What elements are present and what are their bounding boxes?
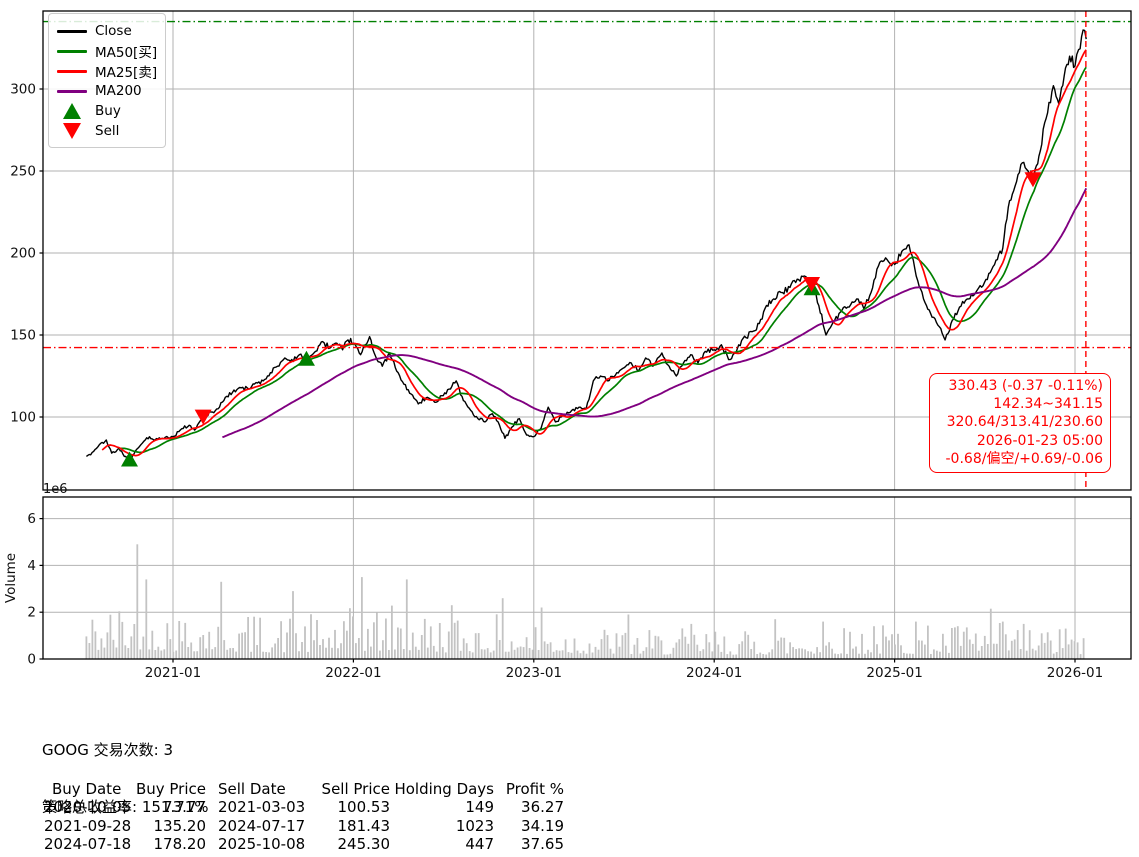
ma50-line [118,66,1087,454]
legend-label: MA200 [95,83,142,99]
trade-cell: 2024-07-17 [218,816,306,835]
legend-label: Buy [95,103,121,119]
legend-item-sell: Sell [57,121,157,141]
trade-cell: 178.20 [153,834,207,853]
axis-tick-labels: 100 150 200 250 300 0 2 4 6 2021-01 2022-01 2023-01… [10,82,1103,682]
main-plot-border [42,10,1132,491]
main-grid [43,11,1131,490]
trade-cell: 1023 [455,816,494,835]
volume-offset-label: 1e6 [43,482,68,497]
svg-text:0: 0 [27,652,36,668]
volume-grid [43,497,1131,659]
svg-text:4: 4 [27,558,36,574]
legend-item-ma200: MA200 [57,81,157,101]
trades-header-cell: Sell Price [321,780,390,798]
stat-strategy-return: 策略总收益率: 151.71% [42,798,209,817]
legend-label: Close [95,23,132,39]
annotation-line-bias: -0.68/偏空/+0.69/-0.06 [945,450,1104,467]
svg-text:200: 200 [10,246,36,262]
trade-cell: 181.43 [337,816,391,835]
svg-text:100: 100 [10,410,36,426]
chart-legend: Close MA50[买] MA25[卖] MA200 Buy Sell [48,13,166,148]
trade-row: 2020-10-05 73.77 2021-03-03 100.53 149 36.27 [42,798,564,816]
legend-item-buy: Buy [57,101,157,121]
sell-marker [1024,172,1042,188]
trade-cell: 447 [465,834,494,853]
trades-header-row: Buy Date Buy Price Sell Date Sell Price Hold… [42,780,564,798]
svg-text:150: 150 [10,328,36,344]
trades-header-cell: Buy Date [52,780,122,798]
price-annotation-box: 330.43 (-0.37 -0.11%) 142.34~341.15 320.… [929,373,1111,474]
svg-text:2024-01: 2024-01 [686,665,742,681]
svg-text:2: 2 [27,605,36,621]
trade-cell: 73.77 [163,798,206,817]
close-line-swatch [57,29,87,33]
svg-text:2025-01: 2025-01 [866,665,922,681]
legend-item-ma25: MA25[卖] [57,61,157,81]
volume-axis-label: Volume [3,553,19,603]
annotation-line-range: 142.34~341.15 [993,396,1103,413]
trades-header-cell: Profit % [505,780,564,798]
ma200-line-swatch [57,89,87,93]
volume-plot-border [42,496,1132,660]
trades-header-cell: Holding Days [394,780,494,798]
stat-trade-count: GOOG 交易次数: 3 [42,740,173,759]
price-volume-chart: 100 150 200 250 300 0 2 4 6 2021-01 2022-01 2023-01… [3,10,1132,682]
summary-stats: GOOG 交易次数: 3 策略总收益率: 151.71% 长期持有收益: 347… [42,702,209,857]
trade-cell: 2020-10-05 [44,798,132,817]
trades-table: Buy Date Buy Price Sell Date Sell Price Hold… [42,780,564,853]
trades-header-cell: Sell Date [218,780,286,798]
trade-cell: 2025-10-08 [218,834,306,853]
sell-marker [194,409,212,425]
annotation-line-price: 330.43 (-0.37 -0.11%) [948,378,1103,394]
ma200-line [222,187,1088,439]
sell-marker-icon [57,123,87,139]
svg-text:2022-01: 2022-01 [325,665,381,681]
trade-cell: 100.53 [337,798,391,817]
trade-row: 2024-07-18 178.20 2025-10-08 245.30 447 37.65 [42,835,564,853]
annotation-line-mas: 320.64/313.41/230.60 [946,414,1103,431]
trade-cell: 135.20 [153,816,207,835]
legend-label: MA50[买] [95,45,158,61]
legend-label: Sell [95,123,120,139]
trade-cell: 34.19 [521,816,564,835]
trade-cell: 245.30 [337,834,391,853]
trade-row: 2021-09-28 135.20 2024-07-17 181.43 1023 34.1… [42,817,564,835]
svg-text:300: 300 [10,82,36,98]
ma50-line-swatch [57,49,87,53]
trade-cell: 2021-09-28 [44,816,132,835]
axis-ticks [39,88,1076,663]
legend-label: MA25[卖] [95,65,158,81]
ma25-line-swatch [57,69,87,73]
trade-cell: 2024-07-18 [44,834,132,853]
legend-item-ma50: MA50[买] [57,41,157,61]
trade-cell: 149 [465,798,494,817]
buy-marker [297,350,315,366]
sell-marker [803,276,821,292]
svg-text:2023-01: 2023-01 [506,665,562,681]
buy-marker [121,451,139,467]
trade-cell: 2021-03-03 [218,798,306,817]
svg-text:2021-01: 2021-01 [145,665,201,681]
buy-marker-icon [57,103,87,119]
trades-header-cell: Buy Price [135,780,206,798]
annotation-line-datetime: 2026-01-23 05:00 [976,432,1103,449]
legend-item-close: Close [57,21,157,41]
svg-text:250: 250 [10,164,36,180]
sell-markers [194,172,1042,425]
volume-bars [85,544,1085,659]
svg-text:2026-01: 2026-01 [1047,665,1103,681]
trade-cell: 37.65 [521,834,564,853]
trade-cell: 36.27 [521,798,564,817]
svg-text:6: 6 [27,511,36,527]
ma25-line [101,49,1087,457]
